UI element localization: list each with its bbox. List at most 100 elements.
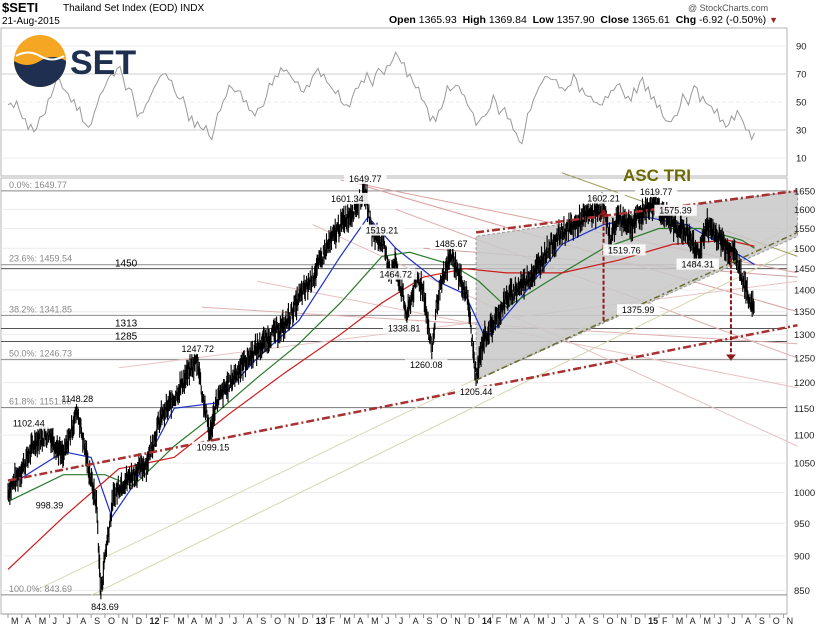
x-tick-label: N <box>288 616 295 626</box>
price-label: 1260.08 <box>410 360 443 370</box>
price-label: 1602.21 <box>587 194 620 204</box>
level-label: 1450 <box>115 259 138 270</box>
fib-label: 50.0%: 1246.73 <box>9 349 72 359</box>
x-tick-label: J <box>551 616 556 626</box>
price-label: 1485.67 <box>435 239 468 249</box>
x-tick-label: M <box>39 616 47 626</box>
x-tick-label: N <box>454 616 461 626</box>
price-label: 1649.77 <box>349 174 382 184</box>
x-tick-label: D <box>468 616 475 626</box>
index-name: Thailand Set Index (EOD) INDX <box>63 3 205 14</box>
y-tick-label: 950 <box>794 519 810 530</box>
x-tick-label: D <box>634 616 641 626</box>
y-tick-label: 850 <box>794 586 810 597</box>
y-tick-label: 1000 <box>794 488 815 499</box>
x-tick-label: J <box>399 616 404 626</box>
fan-line <box>118 280 798 369</box>
x-tick-label: J <box>219 616 224 626</box>
rsi-tick-label: 30 <box>796 126 807 137</box>
rsi-panel: 90 70 50 30 10 <box>0 27 807 177</box>
price-label: 1519.21 <box>366 226 399 236</box>
fib-label: 100.0%: 843.69 <box>9 584 72 594</box>
x-tick-label: S <box>427 616 433 626</box>
x-tick-label: 13 <box>316 616 326 626</box>
x-tick-label: A <box>80 616 86 626</box>
price-label: 1575.39 <box>659 206 692 216</box>
x-tick-label: F <box>496 616 502 626</box>
x-tick-label: M <box>205 616 213 626</box>
y-tick-label: 900 <box>794 551 810 562</box>
x-tick-label: J <box>565 616 570 626</box>
y-tick-label: 1050 <box>794 459 815 470</box>
x-tick-label: 15 <box>648 616 658 626</box>
rsi-tick-label: 50 <box>796 98 807 109</box>
price-panel: 850 900 950 1000 1050 1100 1150 1200 1250 1300 135… <box>0 166 815 615</box>
x-tick-label: A <box>745 616 751 626</box>
price-label: 1148.28 <box>61 394 93 404</box>
y-tick-label: 1550 <box>794 224 815 235</box>
fib-label: 38.2%: 1341.85 <box>9 304 72 314</box>
x-tick-label: J <box>53 616 58 626</box>
chart-date: 21-Aug-2015 <box>2 16 60 27</box>
trendline <box>7 324 798 482</box>
x-tick-label: F <box>330 616 336 626</box>
x-tick-label: 14 <box>482 616 492 626</box>
trendline <box>475 231 798 381</box>
y-tick-label: 1650 <box>794 186 815 197</box>
y-tick-label: 1500 <box>794 244 815 255</box>
fib-label: 23.6%: 1459.54 <box>9 254 72 264</box>
quote-line: Open 1365.93 High 1369.84 Low 1357.90 Cl… <box>389 14 779 26</box>
x-tick-label: M <box>537 616 545 626</box>
price-label: 1519.76 <box>608 245 641 255</box>
x-tick-label: A <box>25 616 31 626</box>
trendline <box>475 189 798 234</box>
x-tick-label: J <box>385 616 390 626</box>
logo-text: SET <box>70 44 136 82</box>
x-tick-label: A <box>357 616 363 626</box>
price-label: 1375.99 <box>622 305 655 315</box>
x-tick-label: A <box>523 616 529 626</box>
price-label: 1601.34 <box>331 194 364 204</box>
x-tick-label: A <box>413 616 419 626</box>
x-tick-label: M <box>11 616 19 626</box>
x-tick-label: J <box>731 616 736 626</box>
rsi-tick-label: 10 <box>796 154 807 165</box>
x-tick-label: S <box>593 616 599 626</box>
x-tick-label: A <box>191 616 197 626</box>
level-label: 1313 <box>115 318 138 329</box>
y-tick-label: 1450 <box>794 264 815 275</box>
price-label: 1205.44 <box>460 387 493 397</box>
x-tick-label: J <box>233 616 238 626</box>
rsi-tick-label: 70 <box>796 70 807 81</box>
y-tick-label: 1200 <box>794 378 815 389</box>
measured-move-arrow-down-head <box>725 354 736 361</box>
asc-tri-annotation: ASC TRI <box>623 166 691 185</box>
x-tick-label: J <box>66 616 71 626</box>
x-tick-label: M <box>510 616 517 626</box>
y-tick-label: 1400 <box>794 285 815 296</box>
measured-move-arrow-up-head <box>598 209 609 216</box>
x-tick-label: O <box>274 616 281 626</box>
y-tick-label: 1150 <box>794 404 814 415</box>
x-tick-label: O <box>607 616 614 626</box>
x-tick-label: F <box>662 616 668 626</box>
x-tick-label: M <box>704 616 712 626</box>
price-label: 1619.77 <box>640 187 673 197</box>
price-label: 1484.31 <box>681 260 714 270</box>
x-axis: M A M J J A S O N D 12 F M A M J J A S O N D 13 F M A M J J A S O N D 14 F M… <box>1 613 793 626</box>
x-tick-label: N <box>122 616 129 626</box>
x-tick-label: A <box>246 616 252 626</box>
x-tick-label: S <box>759 616 765 626</box>
x-tick-label: D <box>136 616 143 626</box>
fan-line <box>90 247 798 596</box>
x-tick-label: J <box>717 616 722 626</box>
y-tick-label: 1350 <box>794 307 815 318</box>
ticker-symbol: $SETI <box>2 0 39 15</box>
x-tick-label: M <box>177 616 185 626</box>
price-label: 1099.15 <box>197 443 230 453</box>
rsi-line <box>7 51 755 145</box>
x-tick-label: M <box>371 616 379 626</box>
x-tick-label: O <box>108 616 115 626</box>
y-tick-label: 1100 <box>794 431 814 442</box>
